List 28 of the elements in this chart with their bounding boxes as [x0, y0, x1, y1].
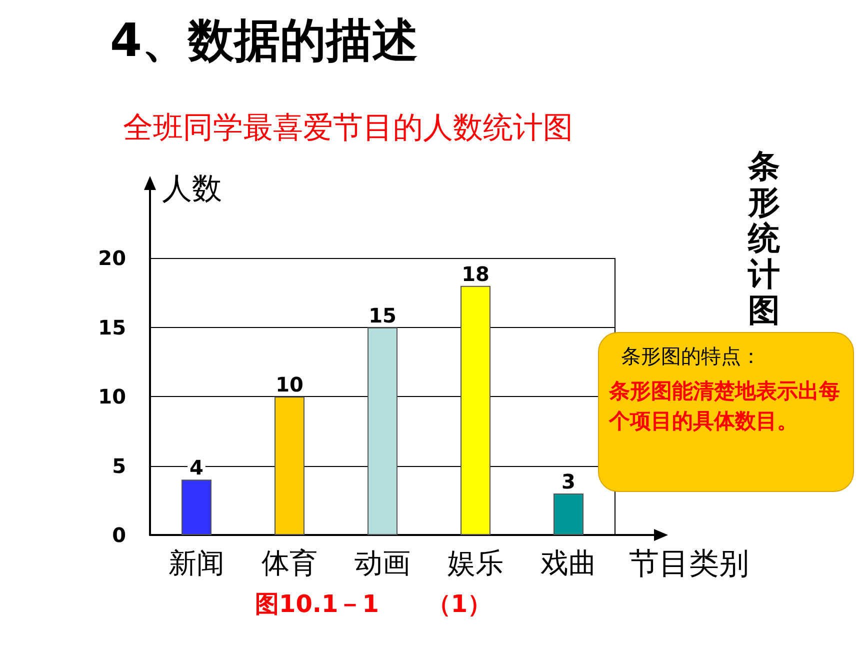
- x-tick-label: 新闻: [168, 546, 224, 580]
- text: 条形统计图: [747, 147, 781, 329]
- x-tick-label: 体育: [262, 546, 318, 580]
- x-axis-title: 节目类别: [629, 546, 749, 582]
- bar: [182, 480, 212, 535]
- bar: [368, 327, 398, 535]
- y-tick-label: 20: [98, 246, 126, 270]
- y-tick-label: 5: [112, 454, 126, 478]
- x-tick-label: 动画: [354, 546, 410, 580]
- x-tick-label: 戏曲: [540, 546, 596, 580]
- bar: [554, 493, 584, 535]
- bar: [460, 286, 490, 535]
- annotation: 条形图能清楚地表示出每个项目的具体数目。: [609, 378, 841, 435]
- y-tick-label: 15: [98, 315, 126, 340]
- caption: 图10.1－1 （1）: [255, 590, 492, 618]
- x-tick-label: 娱乐: [448, 546, 504, 580]
- callout-box: 条形图的特点： 条形图能清楚地表示出每个项目的具体数目。: [598, 332, 854, 492]
- y-axis-title: 人数: [162, 172, 222, 206]
- data-label: 4: [190, 456, 204, 480]
- bar: [274, 396, 304, 535]
- y-tick-label: 10: [98, 384, 126, 409]
- data-label: 18: [462, 262, 490, 286]
- data-label: 10: [276, 372, 304, 397]
- data-label: 15: [368, 303, 396, 328]
- chart-title: 4、数据的描述: [110, 13, 418, 67]
- y-tick-label: 0: [112, 523, 126, 547]
- data-label: 3: [562, 469, 576, 494]
- chart-subtitle: 全班同学最喜爱节目的人数统计图: [123, 110, 573, 146]
